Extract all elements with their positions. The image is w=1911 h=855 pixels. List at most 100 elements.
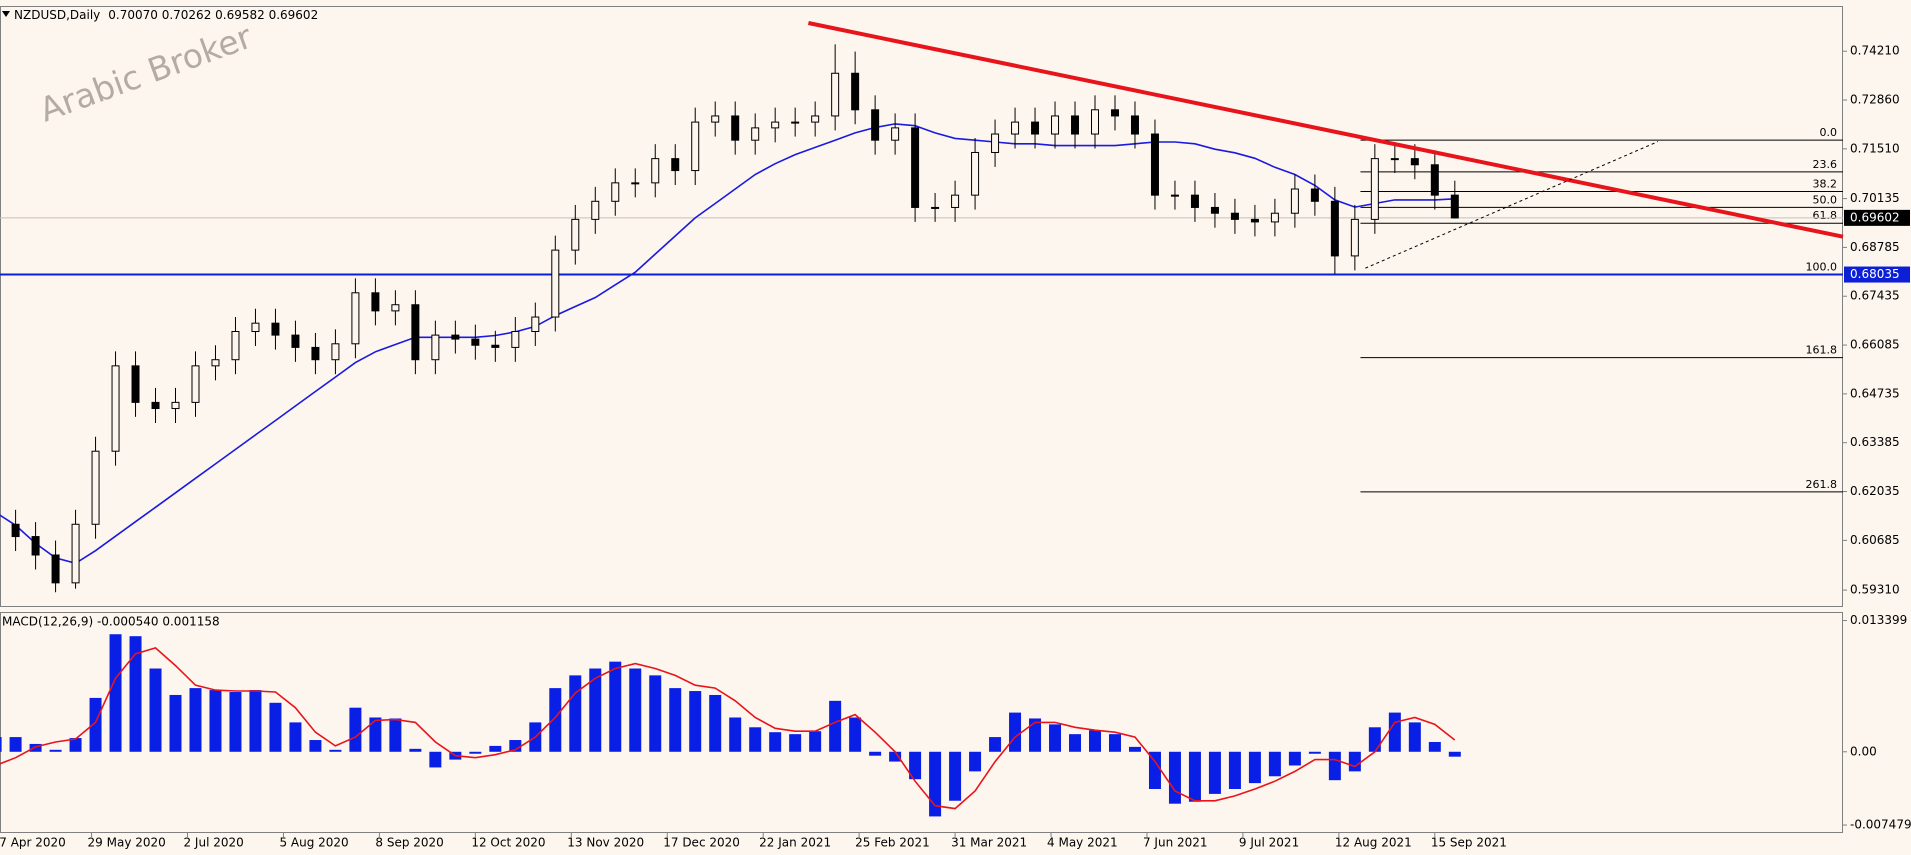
x-tick-label: 2 Jul 2020 (183, 836, 243, 850)
x-tick-label: 7 Jun 2021 (1143, 836, 1208, 850)
candle-body (11, 523, 20, 538)
candle-body (1110, 109, 1119, 117)
macd-bar (509, 740, 522, 752)
macd-bar (1049, 724, 1062, 752)
y-tick-label: 0.74210 (1850, 44, 1900, 58)
menu-arrow[interactable] (2, 11, 10, 17)
fib-level-label: 100.0 (1806, 261, 1838, 274)
y-tick-label: 0.013399 (1850, 613, 1907, 627)
y-tick-label: -0.007479 (1850, 818, 1911, 832)
candle-body (1071, 115, 1080, 135)
macd-bar (629, 668, 642, 752)
candle-body (551, 249, 560, 318)
candle-body (671, 158, 680, 172)
candle-body (871, 109, 880, 141)
candle-body (371, 292, 380, 312)
macd-bar (1009, 712, 1022, 752)
x-tick-label: 12 Aug 2021 (1335, 836, 1412, 850)
macd-bar (1148, 751, 1161, 789)
fib-level-label: 23.6 (1813, 158, 1838, 171)
macd-bar (29, 743, 42, 752)
y-tick-label: 0.63385 (1850, 435, 1900, 449)
candle-body (391, 304, 400, 312)
macd-bar (289, 722, 302, 752)
candle-body (231, 330, 240, 361)
macd-bar (149, 668, 162, 752)
candle-body (491, 344, 500, 348)
candle-body (811, 115, 820, 123)
macd-bar (549, 688, 562, 752)
y-tick-label: 0.64735 (1850, 386, 1900, 400)
candle-body (1031, 121, 1040, 135)
fib-level-label: 38.2 (1813, 178, 1838, 191)
macd-bar (889, 751, 902, 762)
candle-body (631, 182, 640, 185)
macd-bar (129, 636, 142, 752)
candle-body (71, 523, 80, 584)
candle-body (1270, 212, 1279, 223)
x-tick-label: 8 Sep 2020 (375, 836, 443, 850)
macd-bar (729, 717, 742, 752)
last-price-box (1844, 209, 1910, 226)
macd-bar (469, 751, 482, 754)
candle-body (1150, 133, 1159, 196)
y-tick-label: 0.70135 (1850, 191, 1900, 205)
y-tick-label: 0.59310 (1850, 583, 1900, 597)
macd-panel-frame (0, 612, 1843, 833)
candle-body (271, 322, 280, 336)
candle-body (1190, 194, 1199, 208)
candle-body (1230, 212, 1239, 220)
macd-bar (1108, 734, 1121, 752)
fib-level-label: 50.0 (1813, 193, 1838, 206)
macd-bar (569, 675, 582, 752)
candle-body (331, 343, 340, 361)
candle-body (451, 334, 460, 340)
support-price-label: 0.68035 (1850, 267, 1900, 281)
macd-bar (1069, 734, 1082, 752)
macd-bar (1288, 751, 1301, 766)
macd-bar (609, 661, 622, 752)
y-tick-label: 0.00 (1850, 744, 1877, 758)
macd-bar (1368, 727, 1381, 752)
macd-bar (1208, 751, 1221, 794)
candle-body (1370, 158, 1379, 220)
candle-body (291, 334, 300, 348)
candle-body (431, 334, 440, 361)
fib-level-label: 261.8 (1806, 478, 1838, 491)
candle-body (1011, 121, 1020, 135)
y-tick-label: 0.71510 (1850, 141, 1900, 155)
candle-body (971, 151, 980, 196)
macd-bar (669, 688, 682, 752)
macd-bar (389, 718, 402, 752)
candle-body (471, 338, 480, 346)
macd-bar (329, 749, 342, 752)
fib-level-label: 161.8 (1806, 344, 1838, 357)
plot-layer: 0.74210 0.72860 0.71510 0.70135 0.68785 0.674… (0, 21, 1911, 850)
x-tick-label: 15 Sep 2021 (1431, 836, 1507, 850)
candle-body (51, 554, 60, 584)
macd-bar (829, 700, 842, 752)
candle-body (511, 330, 520, 348)
x-tick-label: 9 Jul 2021 (1239, 836, 1299, 850)
candle-body (91, 450, 100, 525)
y-tick-label: 0.60685 (1850, 533, 1900, 547)
candle-body (251, 322, 260, 332)
x-tick-label: 17 Dec 2020 (663, 836, 740, 850)
candle-body (1450, 194, 1459, 219)
candle-body (1130, 115, 1139, 135)
trendline (807, 21, 1844, 239)
fib-level-label: 61.8 (1813, 209, 1838, 222)
candle-body (851, 72, 860, 111)
macd-bar (989, 737, 1002, 752)
candle-body (1350, 218, 1359, 257)
candle-body (171, 401, 180, 410)
macd-bar (189, 688, 202, 752)
macd-bar (489, 745, 502, 752)
macd-bar (1089, 730, 1102, 752)
macd-bar (1388, 712, 1401, 752)
candle-body (1250, 218, 1259, 223)
macd-bar (1188, 751, 1201, 802)
macd-bar (789, 734, 802, 752)
symbol-header: NZDUSD,Daily 0.70070 0.70262 0.69582 0.69… (14, 8, 318, 22)
